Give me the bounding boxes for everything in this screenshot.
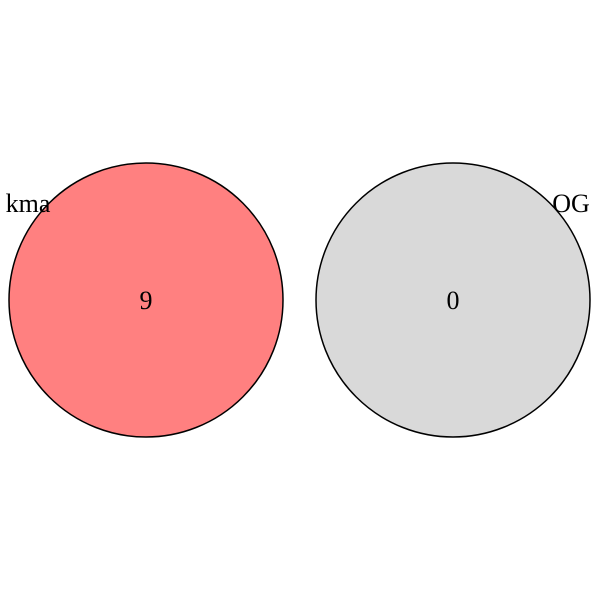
set-og-label: OG (552, 189, 590, 218)
set-kma-label: kma (6, 189, 51, 218)
set-og-count: 0 (447, 286, 460, 315)
set-og-circle (315, 162, 591, 438)
set-kma-circle (8, 162, 284, 438)
set-kma-count: 9 (140, 286, 153, 315)
